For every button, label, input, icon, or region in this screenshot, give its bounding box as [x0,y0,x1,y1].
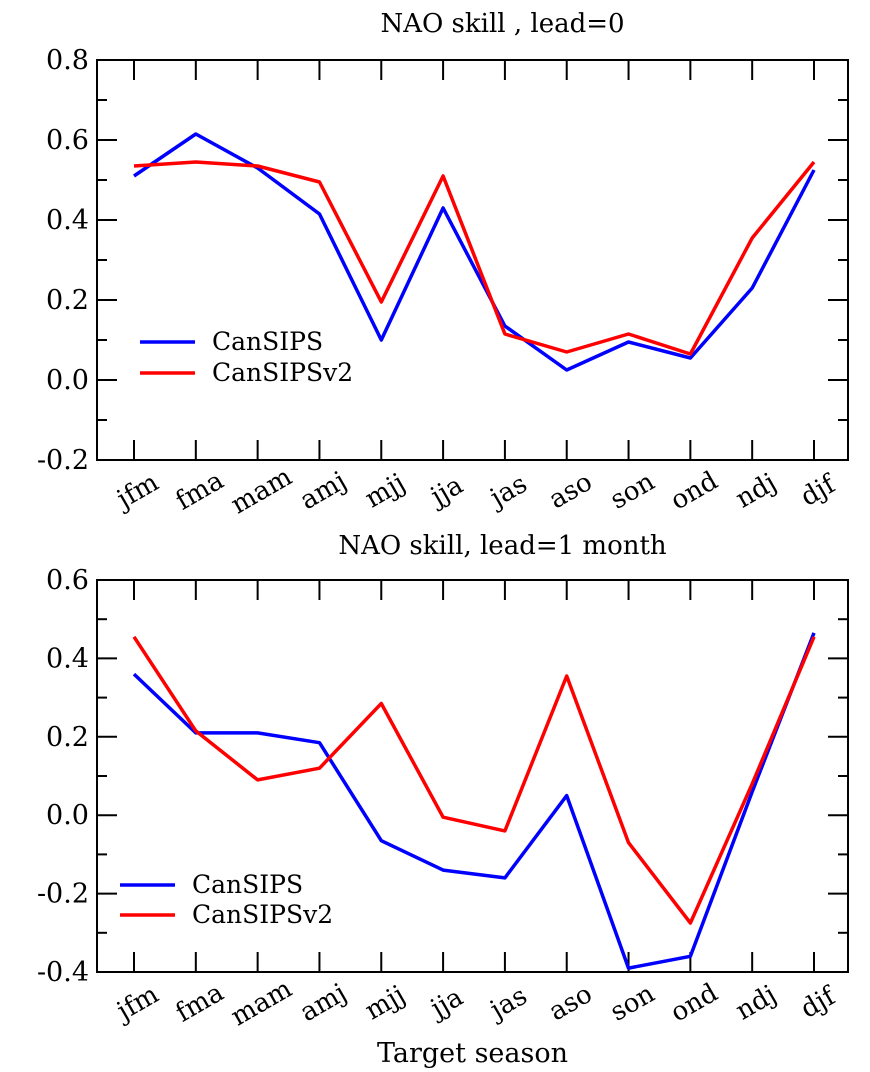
x-tick-label-aso: aso [544,979,598,1027]
x-tick-label-jas: jas [483,981,533,1027]
series-line-cansips [133,132,816,372]
x-tick-label-djf: djf [796,468,843,512]
y-tick-label: 0.6 [46,125,89,156]
y-tick-label: -0.2 [37,879,89,910]
y-tick-label: 0.2 [46,722,89,753]
x-tick-label-aso: aso [544,467,598,515]
x-tick-label-mjj: mjj [360,980,410,1026]
chart-title: NAO skill, lead=1 month [338,531,667,561]
x-tick-label-jas: jas [483,469,533,515]
y-tick-label: -0.4 [37,957,89,988]
series-line-cansipsv2 [132,635,816,925]
x-tick-label-amj: amj [295,978,352,1028]
x-tick-label-fma: fma [171,978,229,1029]
x-tick-label-mam: mam [226,462,297,520]
x-tick-label-mam: mam [226,974,297,1032]
x-tick-label-mjj: mjj [360,468,410,514]
x-tick-label-son: son [605,979,660,1028]
x-tick-label-jfm: jfm [110,467,164,516]
y-tick-label: 0.2 [46,285,89,316]
x-tick-label-fma: fma [171,466,229,517]
x-tick-label-ndj: ndj [731,980,782,1027]
x-tick-label-jfm: jfm [110,979,164,1028]
chart-lead-0: NAO skill , lead=0 -0.2 0.0 0.2 0.4 0.6 0.8 jfm… [37,9,849,520]
x-tick-label-amj: amj [295,466,352,516]
x-tick-label-jja: jja [423,470,468,513]
y-tick-label: 0.4 [46,205,89,236]
chart-lead-1-month: NAO skill, lead=1 month -0.4 -0.2 0.0 0.2 0.4… [37,531,849,1069]
x-tick-label-ond: ond [666,466,723,517]
y-tick-label: 0.0 [46,800,89,831]
y-tick-label: 0.6 [46,565,89,596]
x-tick-label-ond: ond [666,978,723,1029]
y-tick-label: -0.2 [37,445,89,476]
chart-title: NAO skill , lead=0 [380,9,624,39]
x-tick-label-son: son [605,467,660,516]
plot-frame [96,59,849,461]
x-tick-label-ndj: ndj [731,468,782,515]
x-tick-label-jja: jja [423,982,468,1025]
legend-label-cansipsv2: CanSIPSv2 [192,900,333,929]
y-tick-label: 0.8 [46,45,89,76]
x-tick-label-djf: djf [796,980,843,1024]
y-tick-label: 0.4 [46,643,89,674]
x-axis-label: Target season [377,1038,568,1069]
series-line-cansipsv2 [133,160,816,356]
legend-label-cansips: CanSIPS [212,327,323,356]
y-tick-label: 0.0 [46,365,89,396]
legend-label-cansips: CanSIPS [192,870,303,899]
series-line-cansips [132,632,816,970]
legend-label-cansipsv2: CanSIPSv2 [212,358,353,387]
